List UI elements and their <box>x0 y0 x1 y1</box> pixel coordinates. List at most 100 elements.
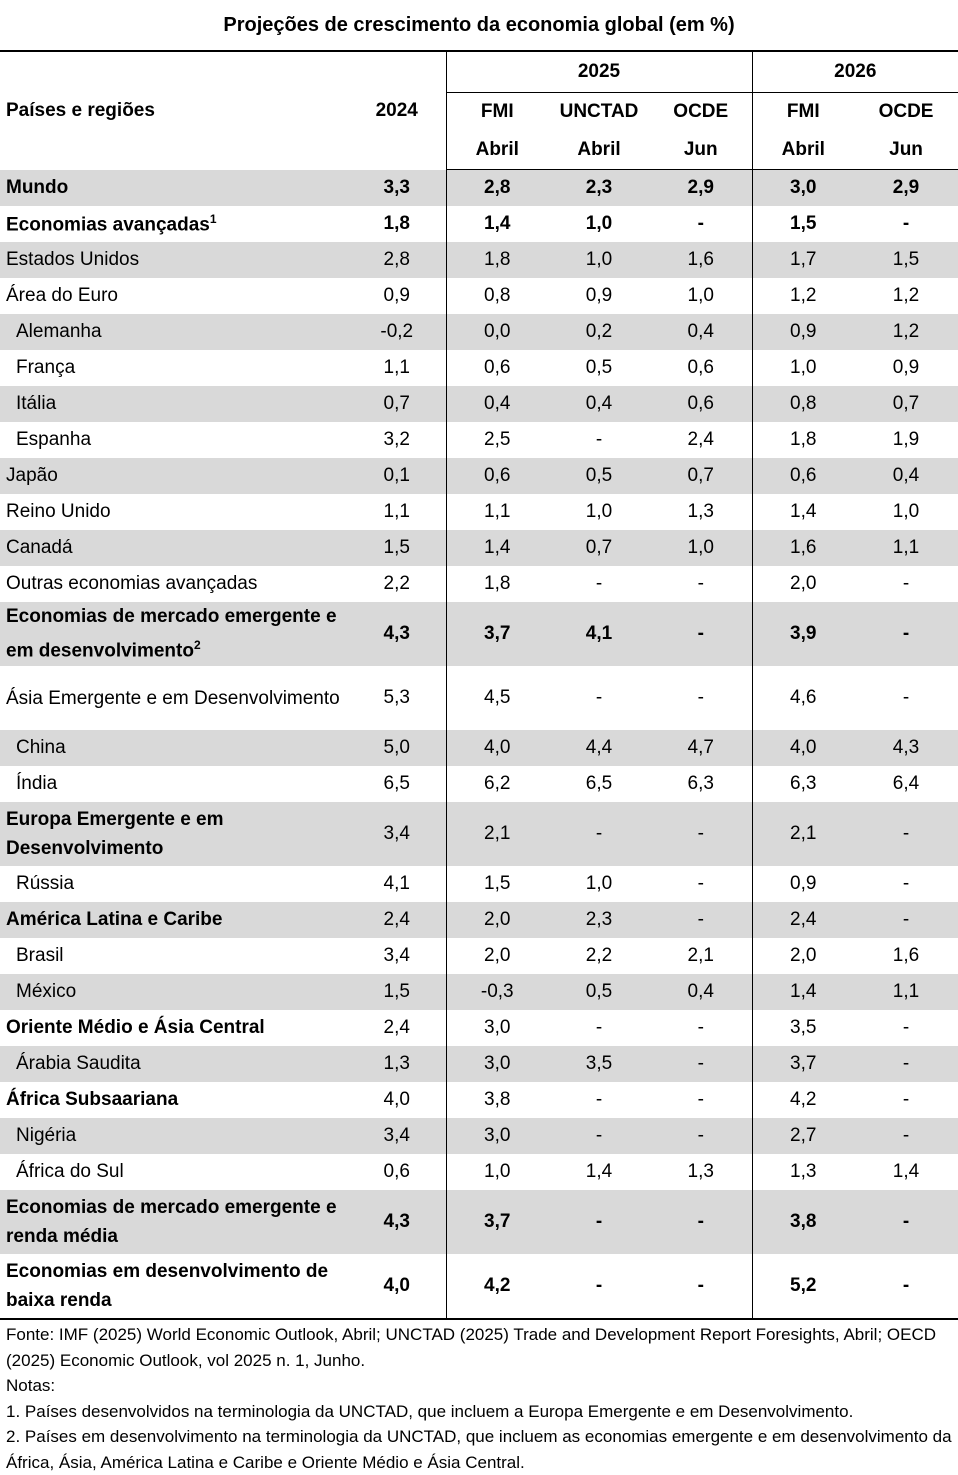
row-label: Nigéria <box>0 1118 348 1154</box>
value-2025-ocde: 0,4 <box>650 974 753 1010</box>
value-2025-ocde: - <box>650 1046 753 1082</box>
value-2025-unctad: 2,3 <box>548 169 650 206</box>
value-2025-unctad: 3,5 <box>548 1046 650 1082</box>
value-2026-fmi: 3,0 <box>751 169 855 206</box>
row-label: Índia <box>16 773 58 794</box>
value-2026-ocde: 0,7 <box>854 386 958 422</box>
value-2025-unctad: 0,5 <box>548 458 650 494</box>
value-2024: 3,2 <box>383 429 410 450</box>
value-2025-fmi: 4,5 <box>445 666 548 730</box>
value-2026-fmi: 3,5 <box>751 1010 855 1046</box>
value-2025-ocde: - <box>650 1190 753 1254</box>
value-2025-ocde: - <box>697 213 704 234</box>
value-2024: 2,2 <box>383 573 410 594</box>
table-title: Projeções de crescimento da economia glo… <box>223 14 735 36</box>
value-2026-ocde: 0,9 <box>892 357 920 378</box>
table-row: Europa Emergente e em Desenvolvimento 3,4… <box>0 802 958 866</box>
row-label: Alemanha <box>0 314 348 350</box>
value-2024: 3,4 <box>348 1118 446 1154</box>
row-label: Economias em desenvolvimento de baixa re… <box>0 1254 348 1320</box>
table-row: México 1,5 -0,3 0,5 0,4 1,4 1,1 <box>0 974 958 1010</box>
value-2025-unctad: 6,5 <box>585 773 613 794</box>
row-label: Economias avançadas1 <box>6 211 217 236</box>
value-2025-unctad: 1,0 <box>585 501 613 522</box>
value-2026-fmi: 1,0 <box>751 350 855 386</box>
value-2025-fmi: 3,7 <box>445 1190 548 1254</box>
value-2024: 0,9 <box>383 285 410 306</box>
row-label: Espanha <box>16 429 92 450</box>
value-2026-fmi: 2,1 <box>751 802 855 866</box>
source-header-fmi-2025: FMI <box>445 92 548 131</box>
value-2024: 1,1 <box>383 357 410 378</box>
value-2025-unctad: - <box>548 1254 650 1320</box>
value-2026-fmi: 1,4 <box>751 974 855 1010</box>
value-2025-fmi: 3,8 <box>445 1082 548 1118</box>
table-row: Canadá 1,5 1,4 0,7 1,0 1,6 1,1 <box>0 530 958 566</box>
value-2026-fmi: 2,4 <box>751 902 855 938</box>
value-2025-fmi: 2,0 <box>445 902 548 938</box>
value-2024: 4,0 <box>348 1254 446 1320</box>
row-label: Rússia <box>16 873 75 894</box>
month-header-fmi-2025: Abril <box>445 131 548 170</box>
value-2025-unctad: - <box>548 802 650 866</box>
table-row: Área do Euro 0,9 0,8 0,9 1,0 1,2 1,2 <box>0 278 958 314</box>
table-row: Brasil 3,4 2,0 2,2 2,1 2,0 1,6 <box>0 938 958 974</box>
value-2025-ocde: - <box>697 1017 704 1038</box>
table-row: França 1,1 0,6 0,5 0,6 1,0 0,9 <box>0 350 958 386</box>
table-row: Nigéria 3,4 3,0- -2,7- <box>0 1118 958 1154</box>
value-2025-unctad: - <box>595 429 603 450</box>
month-header-unctad-2025: Abril <box>548 131 650 170</box>
value-2025-unctad: 0,9 <box>585 285 613 306</box>
value-2024: 5,3 <box>383 687 410 708</box>
value-2026-ocde: - <box>902 1089 910 1110</box>
value-2026-ocde: 1,1 <box>854 974 958 1010</box>
value-2026-fmi: 3,7 <box>751 1046 855 1082</box>
table-row: Rússia 4,1 1,5 1,0 - 0,9 - <box>0 866 958 902</box>
value-2024: 4,0 <box>383 1089 410 1110</box>
value-2025-ocde: - <box>650 1118 753 1154</box>
value-2026-ocde: - <box>854 1254 958 1320</box>
table-row: África Subsaariana 4,0 3,8 - - 4,2 - <box>0 1082 958 1118</box>
value-2025-ocde: 1,3 <box>687 501 714 522</box>
value-2025-fmi: 3,0 <box>445 1010 548 1046</box>
column-header-countries: Países e regiões <box>0 50 348 170</box>
row-label: África do Sul <box>16 1161 124 1182</box>
value-2025-fmi: 1,1 <box>445 494 548 530</box>
value-2026-ocde: - <box>854 1046 958 1082</box>
value-2026-ocde: 1,2 <box>892 285 920 306</box>
value-2026-ocde: 2,9 <box>854 169 958 206</box>
row-label: Europa Emergente e em Desenvolvimento <box>0 802 348 866</box>
value-2025-unctad: 4,1 <box>548 602 650 666</box>
value-2026-fmi: 4,6 <box>751 666 855 730</box>
table-row: Outras economias avançadas 2,2 1,8 - - 2,0 - <box>0 566 958 602</box>
value-2025-fmi: 4,2 <box>445 1254 548 1320</box>
row-label: América Latina e Caribe <box>0 902 348 938</box>
value-2026-ocde: - <box>902 213 910 234</box>
table-row: Árabia Saudita 1,3 3,0 3,5-3,7- <box>0 1046 958 1082</box>
value-2026-ocde: 1,6 <box>892 945 920 966</box>
table-row: África do Sul 0,6 1,0 1,4 1,3 1,3 1,4 <box>0 1154 958 1190</box>
source-header-ocde-2025: OCDE <box>673 101 729 122</box>
table-row: Ásia Emergente e em Desenvolvimento 5,3 4,… <box>0 666 958 730</box>
value-2026-ocde: 1,1 <box>854 530 958 566</box>
row-label: Área do Euro <box>6 285 118 306</box>
value-2025-ocde: - <box>697 687 704 708</box>
value-2025-unctad: 1,4 <box>585 1161 613 1182</box>
value-2025-fmi: 4,0 <box>445 730 548 766</box>
value-2025-fmi: 1,4 <box>445 530 548 566</box>
value-2026-ocde: - <box>854 902 958 938</box>
value-2026-fmi: 2,7 <box>751 1118 855 1154</box>
table-row: Mundo 3,3 2,8 2,3 2,9 3,0 2,9 <box>0 169 958 206</box>
value-2025-unctad: 1,0 <box>585 213 613 234</box>
row-label: Oriente Médio e Ásia Central <box>6 1017 265 1038</box>
value-2024: 0,1 <box>348 458 446 494</box>
value-2025-unctad: - <box>548 1190 650 1254</box>
value-2024: 0,7 <box>348 386 446 422</box>
value-2026-ocde: 1,4 <box>892 1161 920 1182</box>
row-label: Economias de mercado emergente e renda m… <box>0 1190 348 1254</box>
value-2024: 4,1 <box>383 873 410 894</box>
value-2026-fmi: 0,8 <box>751 386 855 422</box>
column-header-2025: 2025 <box>445 50 753 93</box>
source-header-ocde-2026: OCDE <box>878 101 934 122</box>
value-2026-fmi: 4,2 <box>751 1082 855 1118</box>
